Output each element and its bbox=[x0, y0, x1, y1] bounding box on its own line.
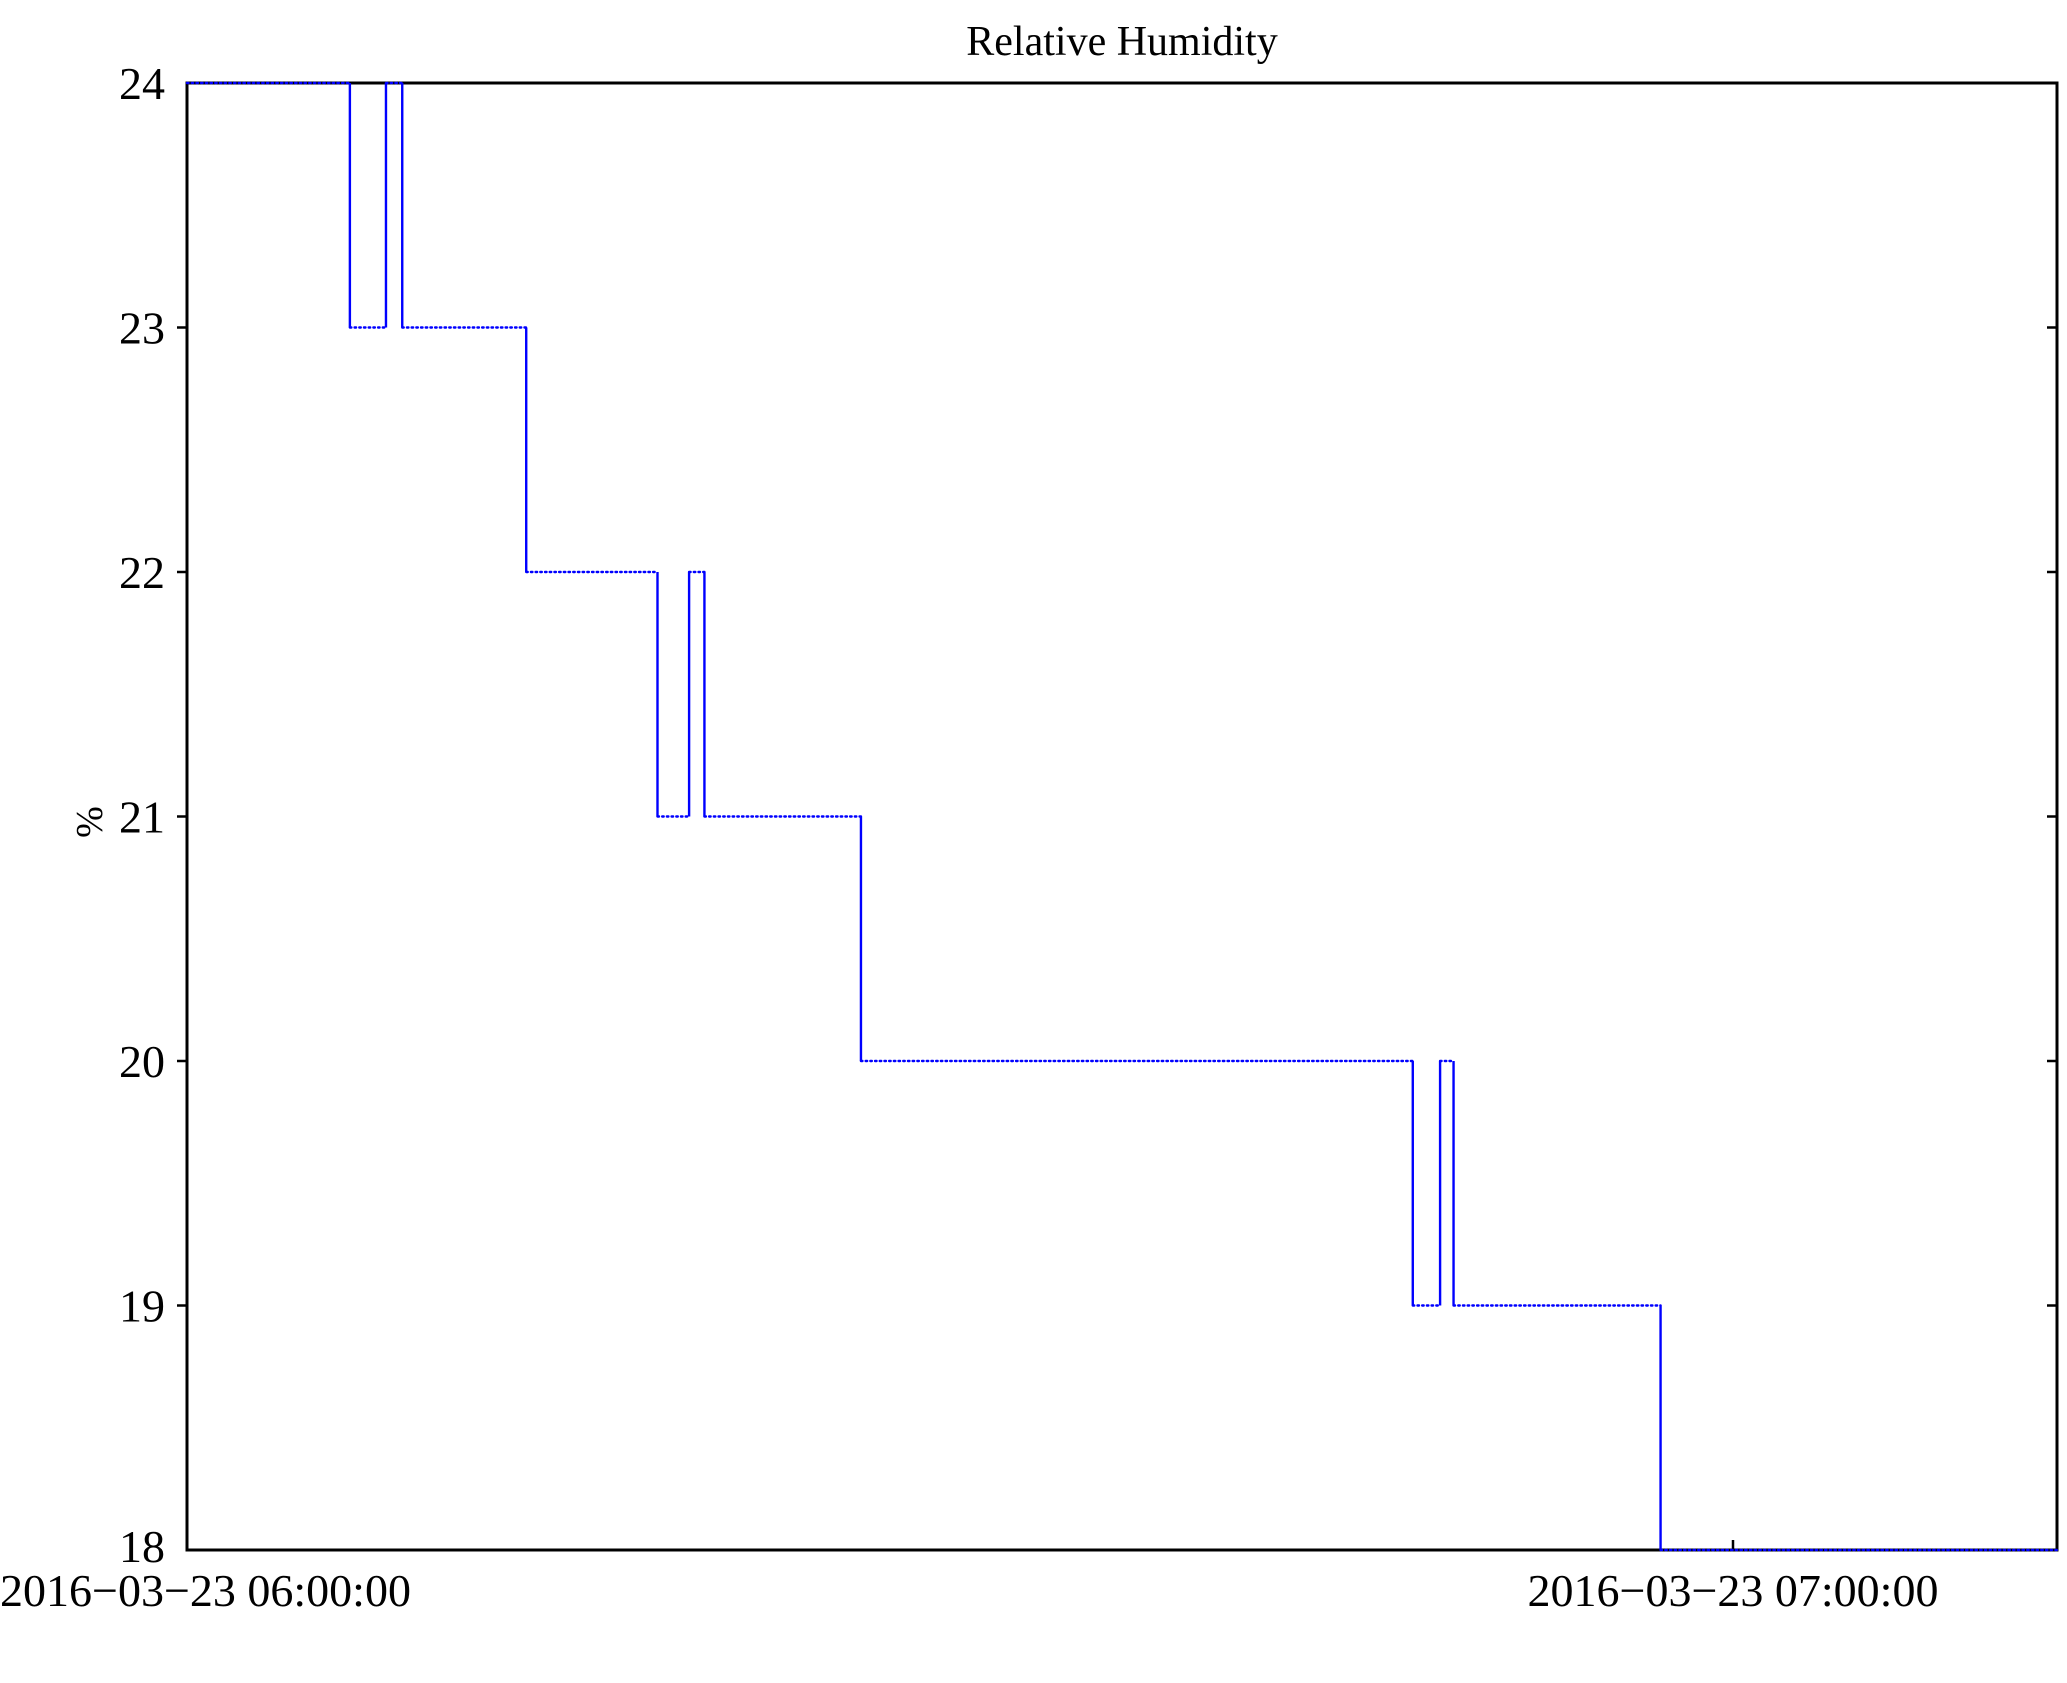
svg-text:24: 24 bbox=[119, 58, 165, 109]
svg-text:%: % bbox=[69, 806, 111, 838]
svg-text:19: 19 bbox=[119, 1281, 165, 1332]
svg-text:2016−03−23 06:00:00: 2016−03−23 06:00:00 bbox=[0, 1565, 411, 1616]
svg-text:21: 21 bbox=[119, 792, 165, 843]
svg-text:23: 23 bbox=[119, 303, 165, 354]
svg-text:Relative Humidity: Relative Humidity bbox=[966, 19, 1277, 65]
svg-text:2016−03−23 07:00:00: 2016−03−23 07:00:00 bbox=[1528, 1565, 1939, 1616]
svg-text:22: 22 bbox=[119, 547, 165, 598]
svg-text:20: 20 bbox=[119, 1036, 165, 1087]
